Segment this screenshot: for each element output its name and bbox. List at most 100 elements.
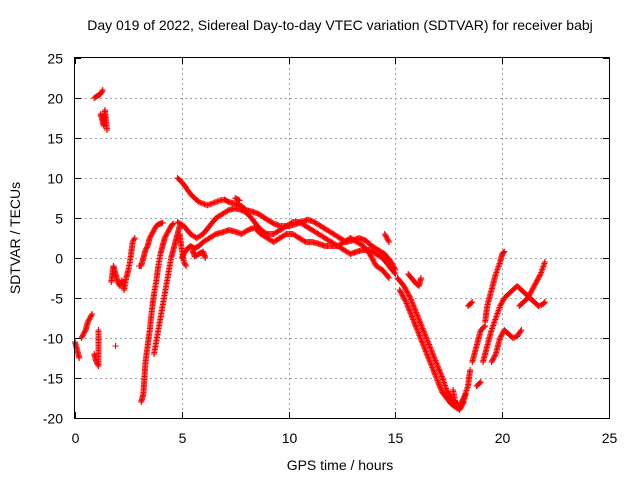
data-point-plus-marker: [388, 259, 395, 265]
data-point-plus-marker: [391, 269, 398, 276]
data-point-plus-marker: [87, 313, 94, 320]
data-point-plus-marker: [151, 225, 158, 232]
data-point-plus-marker: [81, 328, 88, 335]
data-point-plus-marker: [499, 331, 506, 337]
data-point-plus-marker: [79, 332, 86, 339]
data-point-plus-marker: [402, 285, 409, 292]
data-point-plus-marker: [445, 391, 452, 397]
data-point-plus-marker: [534, 276, 541, 283]
data-point-plus-marker: [169, 221, 176, 228]
data-point-plus-marker: [527, 289, 534, 296]
data-point-plus-marker: [382, 232, 389, 239]
grid: [75, 58, 609, 418]
data-point-plus-marker: [501, 248, 508, 255]
data-point-plus-marker: [163, 232, 170, 239]
data-point-plus-marker: [282, 231, 289, 238]
data-point-plus-marker: [269, 219, 276, 226]
data-point-plus-marker: [499, 299, 506, 305]
data-point-plus-marker: [541, 259, 548, 265]
data-point-plus-marker: [385, 237, 392, 244]
data-point-plus-marker: [497, 333, 504, 340]
data-point-plus-marker: [498, 300, 505, 307]
data-point-plus-marker: [403, 288, 410, 295]
data-point-plus-marker: [130, 237, 137, 244]
data-point-plus-marker: [143, 245, 150, 252]
data-point-plus-marker: [301, 238, 308, 245]
data-point-plus-marker: [476, 380, 483, 386]
data-point-plus-marker: [180, 259, 187, 265]
data-points: [72, 87, 548, 413]
data-point-plus-marker: [457, 405, 464, 412]
data-point-plus-marker: [529, 287, 536, 293]
data-point-plus-marker: [149, 229, 156, 236]
data-point-plus-marker: [401, 284, 408, 291]
x-tick-label: 20: [495, 430, 511, 446]
data-point-plus-marker: [288, 219, 295, 226]
data-point-plus-marker: [163, 231, 170, 237]
data-point-plus-marker: [404, 289, 411, 296]
x-tick-label: 5: [179, 430, 187, 446]
data-point-plus-marker: [468, 300, 475, 306]
data-point-plus-marker: [202, 255, 209, 261]
data-point-plus-marker: [491, 353, 498, 360]
data-point-plus-marker: [95, 327, 102, 333]
data-point-plus-marker: [398, 291, 405, 297]
data-point-plus-marker: [403, 287, 410, 293]
data-point-plus-marker: [385, 275, 392, 281]
data-point-plus-marker: [517, 328, 524, 335]
data-point-plus-marker: [170, 220, 177, 227]
data-point-plus-marker: [159, 219, 166, 226]
data-point-plus-marker: [531, 281, 538, 288]
data-point-plus-marker: [400, 295, 407, 301]
data-point-plus-marker: [183, 263, 190, 269]
y-tick-label: -5: [51, 291, 64, 307]
data-point-plus-marker: [460, 400, 467, 407]
data-point-plus-marker: [536, 272, 543, 279]
data-point-plus-marker: [497, 335, 504, 341]
data-point-plus-marker: [181, 260, 188, 267]
data-point-plus-marker: [524, 295, 531, 301]
data-point-plus-marker: [397, 288, 404, 295]
data-point-plus-marker: [460, 399, 467, 405]
axis-ticks: [75, 58, 610, 419]
y-tick-label: 5: [55, 211, 63, 227]
data-point-plus-marker: [143, 244, 150, 251]
data-point-plus-marker: [533, 279, 540, 285]
data-point-plus-marker: [443, 387, 450, 393]
data-point-plus-marker: [497, 303, 504, 309]
data-point-plus-marker: [79, 333, 86, 340]
data-point-plus-marker: [84, 319, 91, 325]
data-point-plus-marker: [367, 252, 374, 259]
plot-frame: [74, 57, 610, 419]
data-point-plus-marker: [112, 343, 119, 349]
data-point-plus-marker: [467, 367, 474, 373]
data-point-plus-marker: [369, 256, 376, 263]
data-point-plus-marker: [535, 275, 542, 281]
data-point-plus-marker: [236, 197, 243, 204]
data-point-plus-marker: [129, 239, 136, 245]
data-point-plus-marker: [481, 324, 488, 330]
data-point-plus-marker: [211, 231, 218, 238]
data-point-plus-marker: [498, 332, 505, 339]
data-point-plus-marker: [371, 259, 378, 265]
x-tick-label: 25: [602, 430, 618, 446]
data-point-plus-marker: [146, 235, 153, 241]
data-point-plus-marker: [80, 331, 87, 337]
data-point-plus-marker: [166, 225, 173, 232]
data-point-plus-marker: [400, 283, 407, 289]
data-point-plus-marker: [148, 231, 155, 237]
data-point-plus-marker: [458, 403, 465, 409]
data-point-plus-marker: [445, 389, 452, 396]
y-tick-label: 0: [55, 251, 63, 267]
x-tick-label: 15: [388, 430, 404, 446]
data-point-plus-marker: [392, 271, 399, 277]
y-tick-label: 10: [47, 171, 63, 187]
data-point-plus-marker: [541, 299, 548, 305]
data-point-plus-marker: [497, 301, 504, 308]
data-point-plus-marker: [165, 227, 172, 233]
data-point-plus-marker: [371, 260, 378, 267]
data-point-plus-marker: [489, 356, 496, 363]
y-tick-label: 20: [47, 91, 63, 107]
x-tick-label: 10: [282, 430, 298, 446]
data-point-plus-marker: [131, 235, 138, 241]
